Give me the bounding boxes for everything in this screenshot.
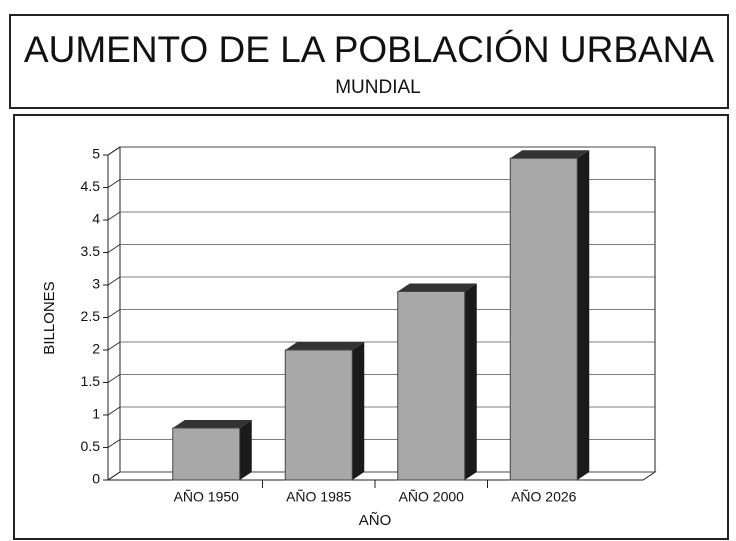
y-axis-label: BILLONES [41,281,58,354]
bar-side [352,342,365,480]
depth-line [107,471,121,481]
y-tick-label: 2 [92,341,100,357]
bar [509,157,578,481]
x-tick-label: AÑO 1950 [174,489,240,505]
chart-title: AUMENTO DE LA POBLACIÓN URBANA [24,29,714,70]
y-tick-label: 5 [92,146,100,162]
depth-line [107,211,121,221]
y-tick-label: 3 [92,276,100,292]
bar [284,349,353,481]
depth-line [107,341,121,351]
bar-top [397,283,477,292]
bar [397,291,466,481]
y-tick-label: 1.5 [81,373,101,389]
y-tick-label: 4.5 [81,178,101,194]
x-axis-label: AÑO [359,512,392,529]
chart-subtitle: MUNDIAL [335,77,421,98]
x-tick-label: AÑO 2026 [511,489,577,505]
depth-line [107,439,121,448]
x-tick-label: AÑO 2000 [399,489,465,505]
y-tick-label: 0 [92,471,100,487]
y-tick-label: 4 [92,211,100,227]
bar-top [510,150,590,159]
y-tick-label: 2.5 [81,308,101,324]
x-tick-label: AÑO 1985 [286,489,352,505]
bar-top [172,420,252,428]
depth-line [107,309,121,318]
depth-line [107,276,121,286]
y-tick-label: 0.5 [81,438,101,454]
depth-line [107,406,121,416]
y-tick-label: 1 [92,406,100,422]
depth-line [107,244,121,253]
depth-line [107,374,121,383]
bar-side [464,283,477,480]
depth-line [107,179,121,188]
title-box [9,14,729,109]
y-tick-label: 3.5 [81,243,101,259]
depth-line [107,146,121,156]
bar [172,427,241,481]
bar-side [577,150,590,480]
bar-side [239,420,252,480]
bar-top [285,342,365,350]
